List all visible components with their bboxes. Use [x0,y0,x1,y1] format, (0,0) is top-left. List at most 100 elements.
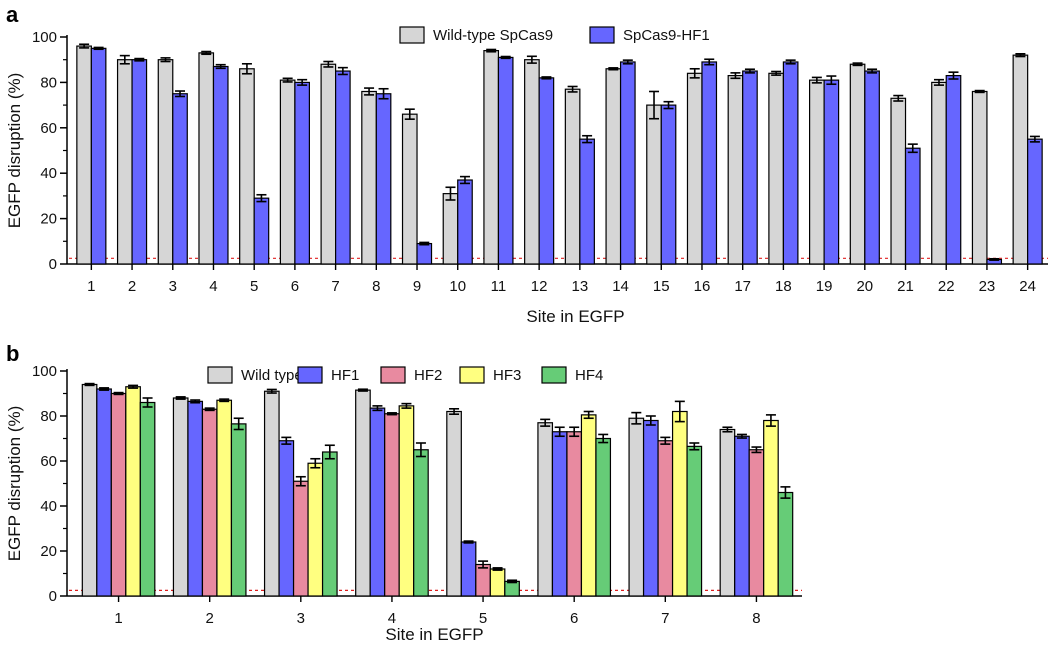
bar [172,93,188,265]
x-tick-label: 10 [449,278,466,295]
bar [475,563,491,597]
bar [398,405,415,597]
y-tick-label: 80 [40,74,57,91]
x-tick-label: 13 [572,278,589,295]
x-tick-label: 7 [661,610,669,627]
bar [416,242,433,265]
bar [809,79,825,265]
bar [619,61,636,265]
bar [564,88,581,265]
bar [504,580,520,597]
bar [216,399,233,597]
x-tick-label: 2 [128,278,136,295]
legend-swatch [459,366,485,384]
bar [172,397,189,597]
bar [742,70,758,265]
bar [131,59,148,265]
legend-label: HF4 [575,367,603,384]
bar [551,431,568,597]
x-tick-label: 3 [169,278,177,295]
x-axis-label: Site in EGFP [385,625,483,644]
bar [719,428,736,597]
bar [110,392,127,597]
bar [335,70,351,265]
x-tick-label: 12 [531,278,548,295]
x-tick-label: 19 [816,278,833,295]
bar [320,63,337,265]
x-tick-label: 16 [694,278,711,295]
legend-swatch [541,366,567,384]
y-tick-label: 100 [32,29,57,46]
x-tick-label: 20 [856,278,873,295]
x-tick-label: 4 [209,278,217,295]
bar [849,63,866,265]
panel-label: a [6,2,19,27]
y-tick-label: 40 [40,498,57,515]
bar [686,445,703,597]
x-tick-label: 1 [87,278,95,295]
bar [76,45,92,265]
bar [971,90,988,265]
panel-b: b 0 20 40 60 80 100 EGFP disruption (%) 1 2 3 4 5 6 7 8… [5,341,802,644]
panel-label: b [6,341,19,366]
bar [294,81,310,265]
bar [375,93,392,265]
legend-swatch [207,366,233,384]
bar [457,179,473,265]
bar [671,410,688,597]
bar [139,401,156,597]
bar [187,400,204,597]
bar [489,568,506,597]
bar [734,435,750,597]
y-tick-label: 60 [40,453,57,470]
x-tick-label: 21 [897,278,914,295]
bar [401,113,418,265]
bar [497,56,514,265]
bar [748,449,765,597]
bar [460,541,477,597]
bar [890,97,907,265]
x-tick-label: 2 [206,610,214,627]
x-tick-label: 6 [291,278,299,295]
legend-swatch [297,366,323,384]
bar [239,68,255,265]
bar [823,79,840,265]
bar [660,104,677,265]
x-tick-label: 4 [388,610,396,627]
y-tick-label: 40 [40,165,57,182]
x-tick-label: 1 [114,610,122,627]
bar [646,104,662,265]
bar [537,422,554,597]
bar [595,437,612,597]
bar [90,47,107,265]
bar [628,417,645,597]
x-tick-label: 11 [491,278,507,295]
bar [212,65,229,265]
x-tick-label: 22 [938,278,955,295]
bar [369,407,386,597]
x-tick-label: 5 [479,610,487,627]
bar [442,193,459,265]
bar [292,480,309,597]
bar [782,61,799,265]
bar [198,52,215,265]
legend-label: HF3 [493,367,521,384]
legend-label: SpCas9-HF1 [623,27,710,44]
bar [413,449,429,597]
x-tick-label: 5 [250,278,258,295]
bar [657,440,674,597]
y-tick-label: 0 [49,588,57,605]
legend-label: Wild type [241,367,303,384]
bar [355,389,371,597]
bar [125,386,141,597]
y-axis-label: EGFP disruption (%) [5,406,24,562]
bar [931,81,947,265]
legend-label: HF2 [414,367,442,384]
legend-swatch [380,366,406,384]
bar [116,59,133,265]
bar [580,414,597,597]
bar [384,413,400,597]
legend-swatch [399,26,425,44]
